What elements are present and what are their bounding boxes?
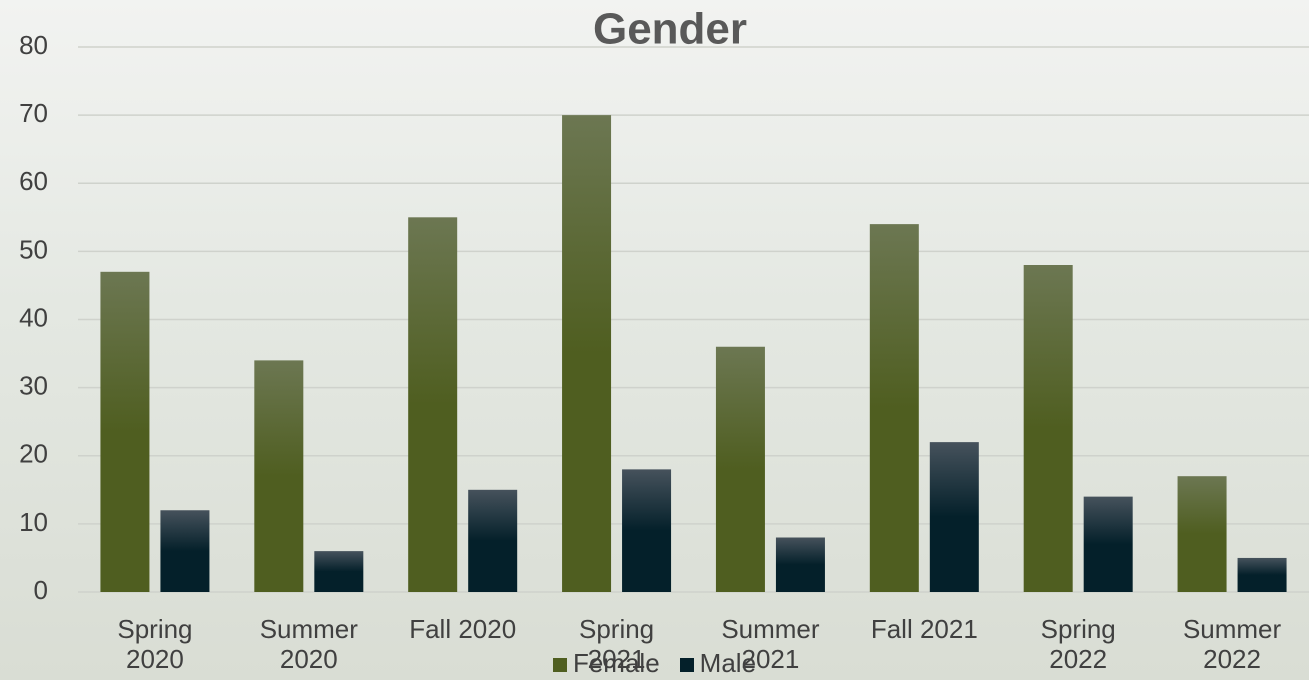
bar xyxy=(1023,265,1073,592)
y-tick-label: 10 xyxy=(19,507,48,537)
y-tick-label: 0 xyxy=(34,575,48,605)
y-tick-label: 80 xyxy=(19,30,48,60)
chart-title: Gender xyxy=(593,5,747,54)
bar xyxy=(622,469,672,592)
bar xyxy=(314,551,364,592)
legend-item: Male xyxy=(679,648,757,679)
legend: Female Male xyxy=(0,648,1309,679)
bar xyxy=(408,217,458,592)
bar xyxy=(468,489,518,592)
legend-swatch xyxy=(679,658,694,673)
bar xyxy=(160,510,210,592)
bar xyxy=(1177,476,1227,592)
legend-swatch xyxy=(552,658,567,673)
bar xyxy=(1237,557,1287,592)
bar xyxy=(929,442,979,592)
bar xyxy=(715,346,765,592)
legend-item: Female xyxy=(552,648,660,679)
legend-label: Male xyxy=(699,648,757,678)
x-tick-label: Summer 2022 xyxy=(1182,614,1282,674)
bar xyxy=(1083,496,1133,592)
x-tick-label: Fall 2020 xyxy=(409,614,517,644)
legend-label: Female xyxy=(572,648,660,678)
x-tick-label: Spring 2022 xyxy=(1040,614,1116,674)
y-tick-label: 20 xyxy=(19,439,48,469)
y-tick-label: 40 xyxy=(19,302,48,332)
y-tick-label: 60 xyxy=(19,166,48,196)
bar xyxy=(775,537,825,592)
bar xyxy=(100,271,150,592)
y-tick-label: 30 xyxy=(19,371,48,401)
x-tick-label: Fall 2021 xyxy=(870,614,978,644)
y-tick-label: 70 xyxy=(19,98,48,128)
x-tick-label: Spring 2020 xyxy=(117,614,193,674)
x-tick-label: Summer 2020 xyxy=(259,614,358,674)
bar xyxy=(869,224,919,592)
x-tick-label: Spring 2021 xyxy=(578,614,655,674)
bar xyxy=(562,115,612,592)
bar xyxy=(254,360,304,592)
y-tick-label: 50 xyxy=(19,234,48,264)
x-tick-label: Summer 2021 xyxy=(721,614,820,674)
